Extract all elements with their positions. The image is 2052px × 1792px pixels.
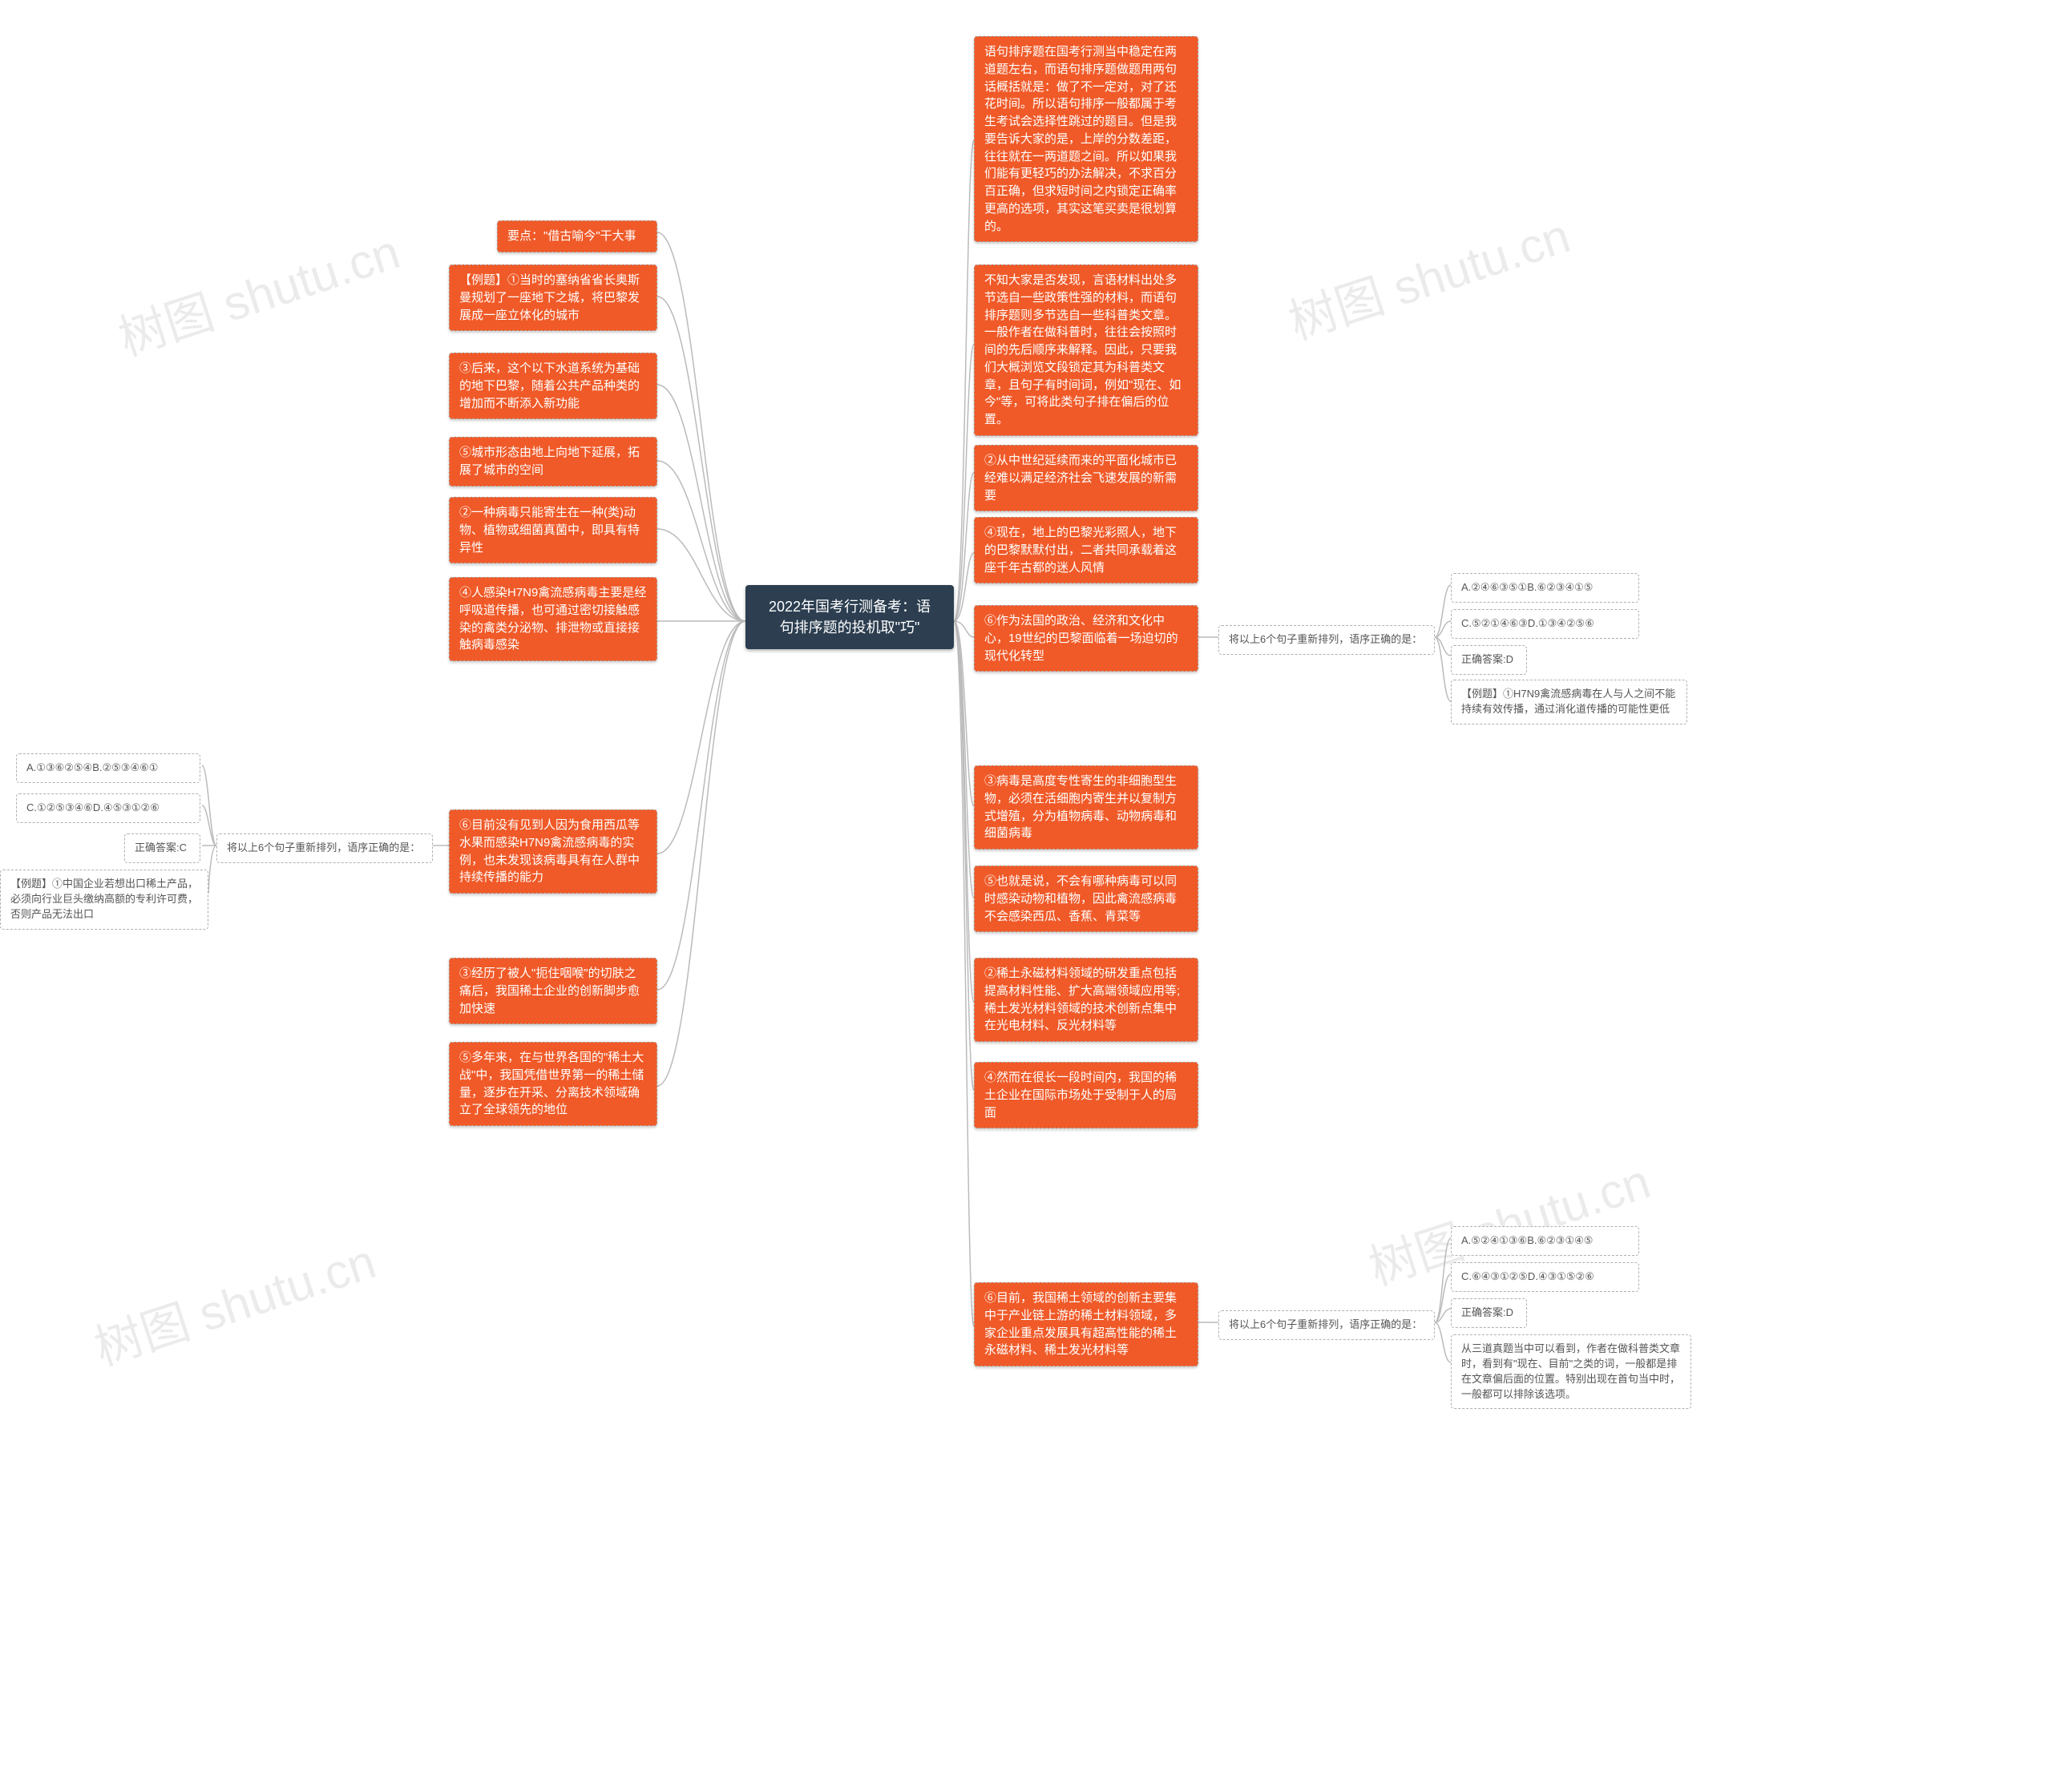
answer-option[interactable]: A.②④⑥③⑤①B.⑥②③④①⑤ [1451,573,1639,603]
mindmap-node[interactable]: ③病毒是高度专性寄生的非细胞型生物，必须在活细胞内寄生并以复制方式增殖，分为植物… [974,765,1198,850]
example-note[interactable]: 从三道真题当中可以看到，作者在做科普类文章时，看到有"现在、目前"之类的词，一般… [1451,1334,1691,1409]
center-topic[interactable]: 2022年国考行测备考：语 句排序题的投机取"巧" [745,585,954,649]
mindmap-node[interactable]: ④现在，地上的巴黎光彩照人，地下的巴黎默默付出，二者共同承载着这座千年古都的迷人… [974,517,1198,583]
answer-option[interactable]: C.①②⑤③④⑥D.④⑤③①②⑥ [16,793,200,823]
correct-answer[interactable]: 正确答案:D [1451,1298,1527,1328]
mindmap-node[interactable]: ②稀土永磁材料领域的研发重点包括提高材料性能、扩大高端领域应用等;稀土发光材料领… [974,958,1198,1042]
mindmap-node[interactable]: ⑤城市形态由地上向地下延展，拓展了城市的空间 [449,437,657,486]
watermark: 树图 shutu.cn [108,213,407,369]
mindmap-node[interactable]: 【例题】①当时的塞纳省省长奥斯曼规划了一座地下之城，将巴黎发展成一座立体化的城市 [449,264,657,331]
correct-answer[interactable]: 正确答案:C [124,833,200,863]
watermark: 树图 shutu.cn [1278,197,1577,353]
mindmap-node[interactable]: ⑥作为法国的政治、经济和文化中心，19世纪的巴黎面临着一场迫切的现代化转型 [974,605,1198,672]
watermark: 树图 shutu.cn [84,1223,383,1379]
example-note[interactable]: 【例题】①中国企业若想出口稀土产品，必须向行业巨头缴纳高额的专利许可费，否则产品… [0,870,208,930]
mindmap-node[interactable]: ②一种病毒只能寄生在一种(类)动物、植物或细菌真菌中，即具有特异性 [449,497,657,563]
mindmap-node[interactable]: ②从中世纪延续而来的平面化城市已经难以满足经济社会飞速发展的新需要 [974,445,1198,511]
mindmap-node[interactable]: ⑤也就是说，不会有哪种病毒可以同时感染动物和植物，因此禽流感病毒不会感染西瓜、香… [974,866,1198,932]
answer-option[interactable]: C.⑥④③①②⑤D.④③①⑤②⑥ [1451,1262,1639,1292]
sub-branch-label[interactable]: 将以上6个句子重新排列，语序正确的是： [1218,1310,1435,1340]
mindmap-node[interactable]: ⑥目前，我国稀土领域的创新主要集中于产业链上游的稀土材料领域，多家企业重点发展具… [974,1282,1198,1366]
mindmap-node[interactable]: ④然而在很长一段时间内，我国的稀土企业在国际市场处于受制于人的局面 [974,1062,1198,1128]
example-note[interactable]: 【例题】①H7N9禽流感病毒在人与人之间不能持续有效传播，通过消化道传播的可能性… [1451,680,1687,724]
mindmap-node[interactable]: ④人感染H7N9禽流感病毒主要是经呼吸道传播，也可通过密切接触感染的禽类分泌物、… [449,577,657,661]
mindmap-node[interactable]: 不知大家是否发现，言语材料出处多节选自一些政策性强的材料，而语句排序题则多节选自… [974,264,1198,436]
mindmap-node[interactable]: 要点："借古喻今"干大事 [497,220,657,252]
mindmap-node[interactable]: ③后来，这个以下水道系统为基础的地下巴黎，随着公共产品种类的增加而不断添入新功能 [449,353,657,419]
mindmap-node[interactable]: ⑤多年来，在与世界各国的"稀土大战"中，我国凭借世界第一的稀土储量，逐步在开采、… [449,1042,657,1126]
mindmap-node[interactable]: 语句排序题在国考行测当中稳定在两道题左右，而语句排序题做题用两句话概括就是：做了… [974,36,1198,242]
sub-branch-label[interactable]: 将以上6个句子重新排列，语序正确的是： [1218,625,1435,655]
mindmap-node[interactable]: ⑥目前没有见到人因为食用西瓜等水果而感染H7N9禽流感病毒的实例，也未发现该病毒… [449,809,657,894]
correct-answer[interactable]: 正确答案:D [1451,645,1527,675]
sub-branch-label[interactable]: 将以上6个句子重新排列，语序正确的是： [216,833,433,863]
answer-option[interactable]: C.⑤②①④⑥③D.①③④②⑤⑥ [1451,609,1639,639]
mindmap-node[interactable]: ③经历了被人"扼住咽喉"的切肤之痛后，我国稀土企业的创新脚步愈加快速 [449,958,657,1024]
answer-option[interactable]: A.⑤②④①③⑥B.⑥②③①④⑤ [1451,1226,1639,1256]
answer-option[interactable]: A.①③⑥②⑤④B.②⑤③④⑥① [16,753,200,783]
